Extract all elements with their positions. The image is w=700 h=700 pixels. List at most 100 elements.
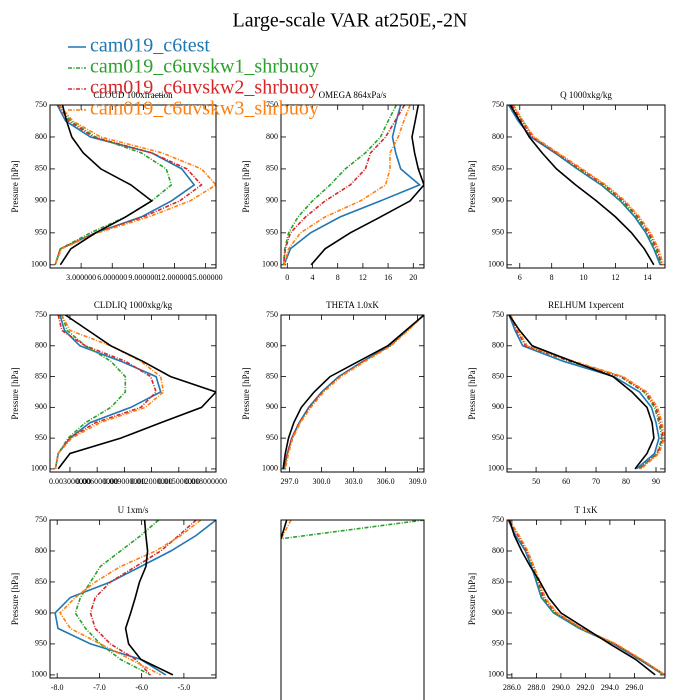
axes-frame [49, 314, 217, 473]
panel: CLOUD 100xfraction Pressure [hPa] 750 800 85… [10, 90, 223, 282]
series-line [283, 315, 424, 470]
y-tick-label: 800 [35, 132, 47, 141]
series-line [283, 315, 424, 470]
x-tick-label: 60 [562, 477, 570, 486]
panel: OMEGA 864xPa/s Pressure [hPa] 750 800 850 900… [241, 90, 425, 282]
x-tick-label: 292.0 [576, 683, 594, 692]
axes-frame [280, 104, 425, 269]
x-tick-label: 6 [518, 273, 522, 282]
y-tick-label: 900 [35, 608, 47, 617]
series-line [59, 520, 202, 676]
series-line [54, 315, 127, 470]
series-line [508, 315, 660, 470]
axes-frame [280, 314, 425, 473]
y-tick-label: 1000 [488, 464, 504, 473]
axes-frame [280, 519, 425, 700]
x-tick-label: 303.0 [345, 477, 363, 486]
y-tick-label: 900 [492, 402, 504, 411]
series-line [282, 105, 398, 265]
x-tick-label: 50 [532, 477, 540, 486]
legend-label: cam019_c6uvskw1_shrbuoy [90, 56, 319, 78]
y-tick-label: 1000 [488, 670, 504, 679]
y-tick-label: 1000 [31, 670, 47, 679]
series-line [281, 520, 424, 540]
y-tick-label: 750 [266, 310, 278, 319]
y-tick-label: 950 [35, 639, 47, 648]
y-tick-label: 1000 [31, 464, 47, 473]
series-line [54, 315, 158, 470]
y-axis-label: Pressure [hPa] [10, 573, 20, 625]
x-tick-label: 294.0 [601, 683, 619, 692]
legend-label: cam019_c6uvskw2_shrbuoy [90, 77, 319, 99]
y-tick-label: 900 [35, 196, 47, 205]
y-tick-label: 950 [492, 433, 504, 442]
y-tick-label: 800 [492, 546, 504, 555]
y-tick-label: 800 [492, 132, 504, 141]
y-axis-label: Pressure [hPa] [10, 367, 20, 419]
panel-title: RELHUM 1xpercent [548, 300, 624, 310]
x-tick-label: 297.0 [281, 477, 299, 486]
series-line [508, 520, 665, 676]
y-tick-label: 1000 [488, 260, 504, 269]
x-tick-label: 0.003000000 [49, 477, 91, 486]
y-tick-label: 850 [35, 164, 47, 173]
x-tick-label: 15.000000 [189, 273, 223, 282]
x-tick-label: -7.0 [93, 683, 106, 692]
y-tick-label: 800 [35, 546, 47, 555]
y-tick-label: 850 [266, 371, 278, 380]
panel: CLDLIQ 1000xkg/kg Pressure [hPa] 750 800 850… [10, 300, 227, 486]
x-tick-label: 0.015000000 [158, 477, 200, 486]
series-line [283, 105, 422, 266]
series-line [281, 520, 288, 540]
x-tick-label: 288.0 [527, 683, 545, 692]
y-tick-label: 900 [35, 402, 47, 411]
y-axis-label: Pressure [hPa] [467, 367, 477, 419]
series-line [284, 315, 424, 470]
x-tick-label: 8 [550, 273, 554, 282]
y-tick-label: 1000 [262, 464, 278, 473]
panel [280, 519, 425, 700]
x-tick-label: 16 [384, 273, 392, 282]
series-line [283, 315, 424, 470]
x-tick-label: 6.000000 [97, 273, 127, 282]
x-tick-label: 80 [622, 477, 630, 486]
y-tick-label: 850 [35, 371, 47, 380]
series-line [509, 315, 665, 470]
y-tick-label: 750 [35, 100, 47, 109]
y-tick-label: 850 [492, 577, 504, 586]
y-tick-label: 950 [266, 433, 278, 442]
series-line [54, 105, 173, 266]
x-tick-label: 296.0 [625, 683, 643, 692]
lines [507, 520, 665, 676]
series-line [89, 520, 197, 676]
x-tick-label: 300.0 [313, 477, 331, 486]
series-line [509, 315, 663, 470]
y-tick-label: 900 [492, 196, 504, 205]
y-tick-label: 850 [492, 164, 504, 173]
x-tick-label: 12.000000 [158, 273, 192, 282]
lines [54, 105, 216, 266]
x-tick-label: 14 [643, 273, 651, 282]
x-tick-label: 0 [285, 273, 289, 282]
panel-title: U 1xm/s [118, 505, 149, 515]
y-tick-label: 750 [266, 100, 278, 109]
lines [54, 520, 216, 676]
series-line [57, 315, 216, 470]
y-axis-label: Pressure [hPa] [241, 160, 251, 212]
x-tick-label: 90 [652, 477, 660, 486]
y-tick-label: 750 [492, 310, 504, 319]
y-tick-label: 950 [35, 433, 47, 442]
y-tick-label: 950 [492, 639, 504, 648]
series-line [507, 520, 665, 676]
series-line [310, 105, 424, 266]
series-line [54, 315, 162, 470]
x-tick-label: 290.0 [552, 683, 570, 692]
lines [507, 105, 665, 266]
x-tick-label: 12 [359, 273, 367, 282]
series-line [508, 315, 655, 470]
series-line [282, 315, 424, 470]
x-tick-label: 286.0 [503, 683, 521, 692]
lines [282, 105, 424, 266]
